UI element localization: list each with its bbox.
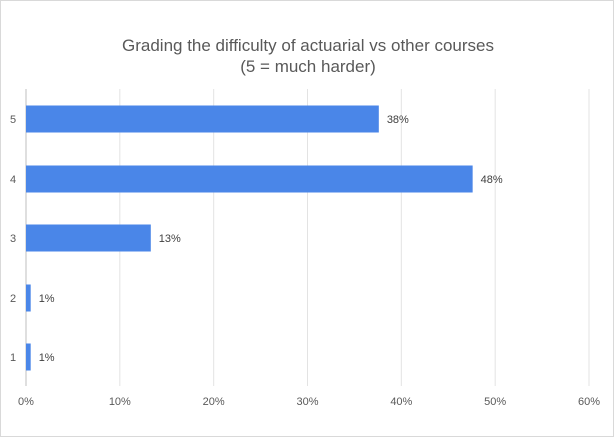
x-tick-label: 0% xyxy=(18,396,34,408)
y-category-label: 3 xyxy=(10,233,16,245)
bar-data-label: 48% xyxy=(481,174,503,186)
x-tick-label: 30% xyxy=(296,396,318,408)
bar xyxy=(26,105,379,133)
y-category-label: 1 xyxy=(10,352,16,364)
chart-subtitle: (5 = much harder) xyxy=(240,57,376,76)
chart-title: Grading the difficulty of actuarial vs o… xyxy=(1,35,614,77)
bar-data-label: 13% xyxy=(159,233,181,245)
x-tick-label: 20% xyxy=(203,396,225,408)
y-category-label: 5 xyxy=(10,114,16,126)
bar xyxy=(26,224,151,252)
bar xyxy=(26,284,31,312)
bar-data-label: 1% xyxy=(39,352,55,364)
bar xyxy=(26,343,31,371)
bar xyxy=(26,165,473,193)
bar-data-label: 1% xyxy=(39,293,55,305)
x-tick-label: 40% xyxy=(390,396,412,408)
y-category-label: 2 xyxy=(10,293,16,305)
x-tick-label: 50% xyxy=(484,396,506,408)
bar-data-label: 38% xyxy=(387,114,409,126)
x-tick-label: 60% xyxy=(578,396,600,408)
x-tick-label: 10% xyxy=(109,396,131,408)
chart-title-line: Grading the difficulty of actuarial vs o… xyxy=(122,36,494,55)
y-category-label: 4 xyxy=(10,174,16,186)
